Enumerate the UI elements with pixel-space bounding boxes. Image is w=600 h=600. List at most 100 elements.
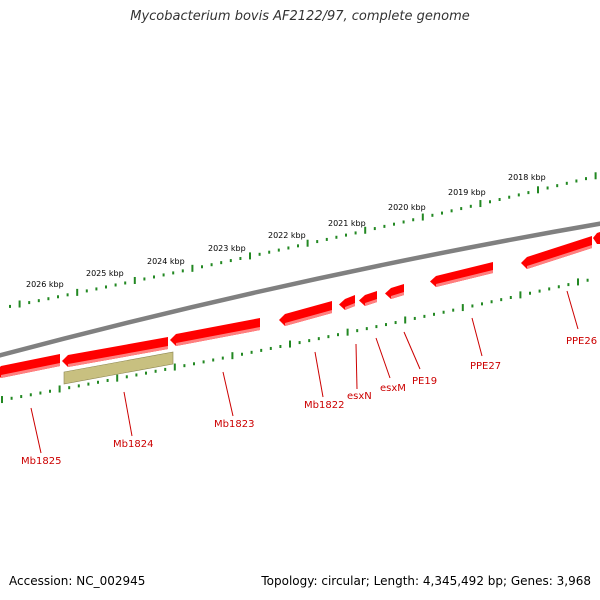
gene-arrow-mb1823 (170, 318, 260, 346)
outer-minor-tick (585, 177, 587, 181)
outer-tick-track (9, 172, 597, 308)
inner-minor-tick (433, 312, 435, 316)
outer-minor-tick (220, 261, 223, 265)
inner-minor-tick (471, 304, 474, 308)
gene-label: Mb1823 (214, 419, 254, 430)
outer-minor-tick (268, 250, 271, 254)
outer-minor-tick (66, 293, 69, 297)
inner-major-tick (58, 385, 61, 393)
inner-major-tick (461, 304, 464, 312)
inner-major-tick (231, 352, 234, 360)
outer-major-tick (18, 300, 21, 308)
outer-minor-tick (508, 195, 511, 199)
outer-major-tick (306, 239, 309, 247)
inner-minor-tick (145, 371, 147, 375)
outer-minor-tick (450, 209, 453, 213)
inner-minor-tick (538, 289, 541, 293)
inner-minor-tick (260, 348, 263, 352)
outer-minor-tick (575, 179, 578, 183)
outer-minor-tick (258, 252, 261, 256)
outer-minor-tick (517, 193, 520, 197)
inner-major-tick (289, 340, 291, 348)
outer-major-tick (594, 172, 597, 180)
outer-minor-tick (162, 273, 165, 277)
inner-major-tick (346, 328, 349, 336)
outer-minor-tick (297, 244, 299, 248)
inner-tick-track (1, 278, 589, 404)
gene-label: esxN (347, 391, 372, 402)
inner-minor-tick (97, 380, 99, 384)
inner-minor-tick (87, 382, 90, 386)
gene-arrow-ppe27-shadow (436, 270, 493, 287)
outer-major-tick (133, 276, 136, 284)
outer-minor-tick (28, 301, 31, 305)
outer-minor-tick (393, 222, 395, 226)
genome-backbone (0, 221, 600, 358)
outer-minor-tick (325, 237, 328, 241)
inner-minor-tick (394, 321, 397, 325)
inner-major-tick (404, 316, 407, 324)
inner-minor-tick (567, 283, 570, 287)
outer-minor-tick (9, 304, 11, 308)
gene-label: PE19 (412, 376, 437, 387)
inner-minor-tick (317, 337, 320, 341)
outer-minor-tick (201, 265, 203, 269)
backbone-arc (0, 221, 600, 358)
kbp-label: 2019 kbp (448, 188, 486, 197)
gene-label: Mb1825 (21, 456, 61, 467)
gene-label: PPE26 (566, 336, 597, 347)
inner-minor-tick (250, 350, 253, 354)
outer-major-tick (421, 213, 424, 221)
outer-minor-tick (114, 283, 117, 287)
inner-minor-tick (10, 396, 13, 400)
outer-minor-tick (431, 213, 434, 217)
gene-arrow-mb1824-strand-shadow (68, 346, 168, 367)
inner-minor-tick (221, 356, 224, 360)
kbp-label: 2018 kbp (508, 173, 546, 182)
kbp-label-track: 2026 kbp 2025 kbp 2024 kbp 2023 kbp 2022 kbp… (26, 173, 546, 289)
gene-leader-line (403, 331, 421, 370)
outer-minor-tick (124, 281, 127, 285)
gene-leader-line (355, 343, 358, 390)
gene-leader-line (566, 290, 579, 330)
inner-minor-tick (481, 302, 483, 306)
gene-block-mb1824 (63, 351, 174, 385)
gene-arrow-pe19-shadow (391, 292, 404, 299)
outer-minor-tick (335, 235, 338, 239)
inner-minor-tick (269, 346, 272, 350)
gene-arrow-mb1825 (0, 354, 60, 378)
gene-leader-line (314, 351, 324, 398)
inner-minor-tick (509, 296, 512, 300)
outer-minor-tick (143, 277, 146, 281)
inner-major-tick (577, 278, 579, 286)
gene-label: Mb1822 (304, 400, 344, 411)
inner-major-tick (116, 374, 119, 382)
gene-arrow-esxn-shadow (345, 303, 355, 310)
inner-minor-tick (106, 378, 109, 382)
outer-major-tick (249, 252, 251, 260)
inner-major-tick (1, 396, 3, 404)
map-title: Mycobacterium bovis AF2122/97, complete … (130, 9, 470, 24)
inner-major-tick (519, 291, 522, 299)
outer-major-tick (537, 186, 539, 194)
gene-arrow-esxm-shadow (365, 299, 377, 306)
outer-minor-tick (345, 233, 347, 237)
outer-minor-tick (469, 204, 472, 208)
inner-major-tick (173, 363, 176, 371)
kbp-label: 2026 kbp (26, 280, 64, 289)
kbp-label: 2022 kbp (268, 231, 306, 240)
inner-minor-tick (68, 386, 71, 390)
outer-minor-tick (95, 287, 98, 291)
gene-leader-line (123, 391, 133, 437)
inner-minor-tick (298, 341, 301, 345)
outer-minor-tick (287, 246, 290, 250)
inner-minor-tick (29, 393, 32, 397)
gene-arrow-mb1825-shadow (1, 363, 60, 378)
gene-arrow-partial (593, 232, 600, 244)
outer-minor-tick (229, 259, 232, 263)
outer-minor-tick (57, 295, 59, 299)
outer-major-tick (364, 226, 367, 234)
outer-minor-tick (489, 200, 491, 204)
